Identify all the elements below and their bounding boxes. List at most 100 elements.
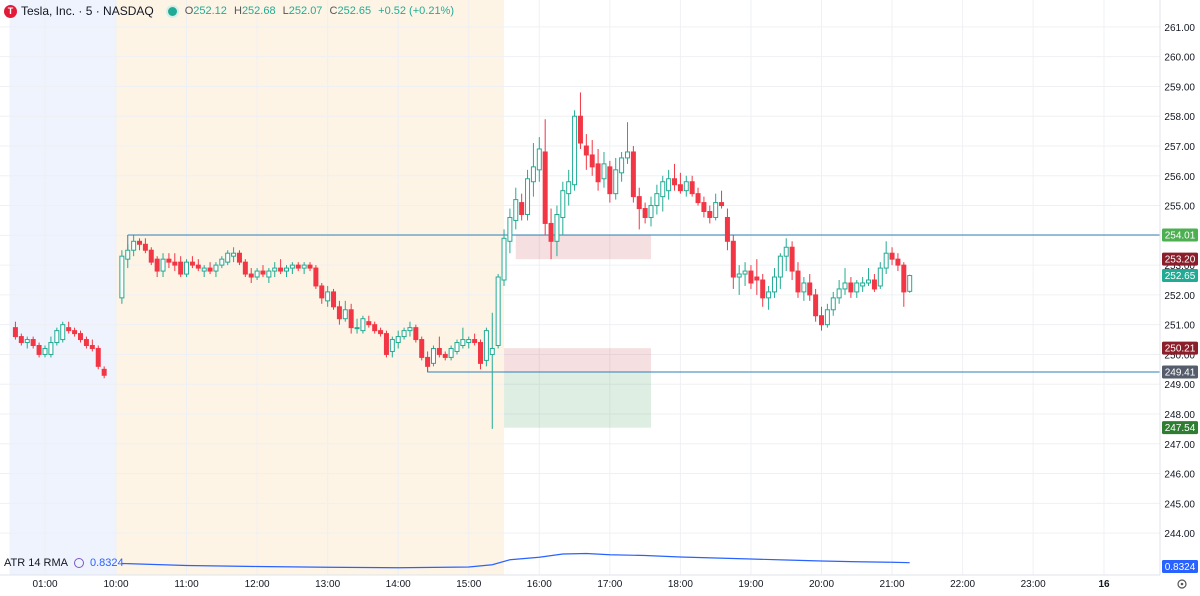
candle[interactable] <box>707 211 713 218</box>
candle[interactable] <box>719 202 725 207</box>
candle[interactable] <box>231 252 237 257</box>
candle[interactable] <box>789 246 795 272</box>
candle[interactable] <box>131 240 137 251</box>
candle[interactable] <box>525 178 531 215</box>
candle[interactable] <box>713 202 719 218</box>
candle[interactable] <box>89 345 95 349</box>
candle[interactable] <box>536 148 542 171</box>
candle[interactable] <box>630 151 636 198</box>
candle[interactable] <box>401 330 407 338</box>
candle[interactable] <box>783 246 789 257</box>
gear-icon[interactable] <box>1177 579 1187 589</box>
candle[interactable] <box>378 330 384 335</box>
candle[interactable] <box>54 330 60 344</box>
candle[interactable] <box>683 181 689 192</box>
candle[interactable] <box>842 282 848 290</box>
candle[interactable] <box>354 327 360 330</box>
candle[interactable] <box>771 276 777 293</box>
candle[interactable] <box>331 291 337 308</box>
candle[interactable] <box>195 264 201 269</box>
candle[interactable] <box>283 267 289 272</box>
candle[interactable] <box>877 267 883 287</box>
candle[interactable] <box>219 258 225 266</box>
candle[interactable] <box>178 261 184 275</box>
candle[interactable] <box>12 327 18 338</box>
candle[interactable] <box>30 339 36 347</box>
candle[interactable] <box>860 282 866 287</box>
candle[interactable] <box>577 115 583 144</box>
candle[interactable] <box>489 347 495 355</box>
candle[interactable] <box>624 151 630 159</box>
candle[interactable] <box>871 279 877 290</box>
candle[interactable] <box>901 264 907 293</box>
candle[interactable] <box>95 347 101 367</box>
candle[interactable] <box>654 193 660 207</box>
candle[interactable] <box>566 181 572 195</box>
candle[interactable] <box>66 327 72 332</box>
candle[interactable] <box>60 324 66 341</box>
candle[interactable] <box>207 267 213 272</box>
candle[interactable] <box>666 178 672 192</box>
atr-label[interactable]: ATR 14 RMA <box>4 557 68 569</box>
candle[interactable] <box>795 270 801 293</box>
candle[interactable] <box>742 270 748 275</box>
candle[interactable] <box>695 193 701 204</box>
candle[interactable] <box>801 282 807 293</box>
candle[interactable] <box>854 282 860 293</box>
candle[interactable] <box>260 270 266 275</box>
candle[interactable] <box>472 339 478 344</box>
candle[interactable] <box>201 267 207 272</box>
symbol-title[interactable]: Tesla, Inc. · 5 · NASDAQ <box>21 4 154 18</box>
candle[interactable] <box>307 264 313 269</box>
candle[interactable] <box>777 255 783 278</box>
candle[interactable] <box>83 339 89 347</box>
indicator-settings-icon[interactable] <box>73 558 84 568</box>
candle[interactable] <box>478 342 484 364</box>
candle[interactable] <box>301 264 307 269</box>
candle[interactable] <box>701 202 707 213</box>
candle[interactable] <box>189 261 195 266</box>
candle[interactable] <box>907 275 913 292</box>
candle[interactable] <box>572 115 578 186</box>
candle[interactable] <box>389 339 395 352</box>
candle[interactable] <box>554 213 560 242</box>
candle[interactable] <box>507 216 513 242</box>
candle[interactable] <box>342 309 348 320</box>
candle[interactable] <box>137 240 143 245</box>
candle[interactable] <box>513 199 519 221</box>
candle[interactable] <box>730 240 736 278</box>
candle[interactable] <box>142 243 148 251</box>
candle[interactable] <box>295 264 301 269</box>
candle[interactable] <box>407 327 413 332</box>
candle[interactable] <box>213 264 219 272</box>
candle[interactable] <box>613 169 619 195</box>
candle[interactable] <box>677 184 683 192</box>
candle[interactable] <box>542 151 548 224</box>
stop-zone[interactable] <box>515 235 652 260</box>
candle[interactable] <box>560 190 566 218</box>
candle[interactable] <box>413 327 419 341</box>
candle[interactable] <box>883 252 889 269</box>
candle[interactable] <box>724 216 730 242</box>
candle[interactable] <box>736 273 742 278</box>
candle[interactable] <box>819 315 824 326</box>
candle[interactable] <box>383 333 389 355</box>
candle[interactable] <box>419 339 425 358</box>
candle[interactable] <box>166 258 172 263</box>
candle[interactable] <box>813 294 819 317</box>
candle[interactable] <box>607 166 613 195</box>
candle[interactable] <box>766 291 772 299</box>
candle[interactable] <box>325 291 331 302</box>
candle[interactable] <box>36 345 42 355</box>
candle[interactable] <box>636 196 642 210</box>
candle[interactable] <box>807 282 813 296</box>
candle[interactable] <box>830 297 836 311</box>
candle[interactable] <box>672 178 678 186</box>
candle[interactable] <box>348 309 354 329</box>
candle[interactable] <box>319 285 325 299</box>
candle[interactable] <box>154 258 160 272</box>
candle[interactable] <box>483 330 489 361</box>
candle[interactable] <box>460 339 466 347</box>
candle[interactable] <box>272 267 278 272</box>
